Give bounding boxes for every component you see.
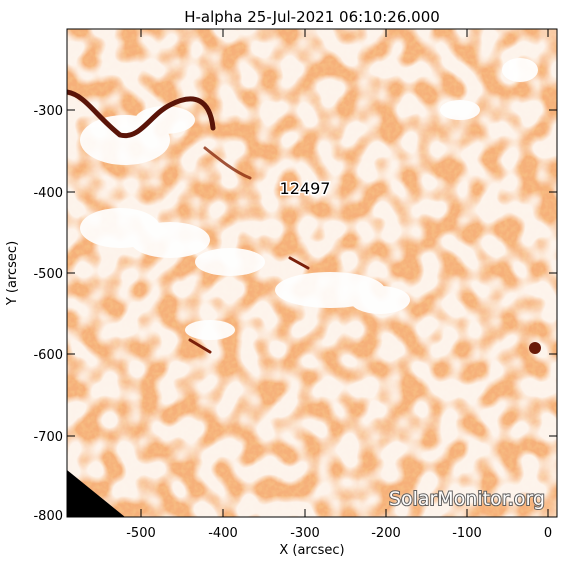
watermark: SolarMonitor.org: [389, 488, 545, 510]
y-tick-label: -500: [33, 267, 63, 282]
active-region-label: 12497: [280, 179, 331, 198]
x-tick-label: 0: [544, 526, 552, 541]
y-tick-labels: -300 -400 -500 -600 -700 -800: [33, 104, 63, 524]
solar-image: [67, 29, 557, 517]
x-axis-ticks: [140, 29, 549, 517]
y-axis-ticks: [67, 109, 557, 518]
y-tick-label: -300: [33, 104, 63, 119]
image-title: H-alpha 25-Jul-2021 06:10:26.000: [184, 8, 440, 26]
dark-spot: [529, 342, 541, 354]
plage-patches: [80, 58, 538, 340]
x-tick-label: -300: [290, 526, 320, 541]
y-tick-label: -800: [33, 509, 63, 524]
dark-fibril: [288, 256, 310, 270]
off-limb-region: [67, 470, 125, 517]
x-tick-label: -400: [208, 526, 238, 541]
x-tick-label: -200: [371, 526, 401, 541]
filament-tail: [203, 146, 252, 180]
filament-arc: [67, 89, 216, 139]
y-tick-label: -700: [33, 430, 63, 445]
x-tick-label: -100: [452, 526, 482, 541]
x-axis-label: X (arcsec): [279, 543, 344, 558]
y-tick-label: -600: [33, 348, 63, 363]
x-tick-label: -500: [126, 526, 156, 541]
x-tick-labels: -500 -400 -300 -200 -100 0: [126, 526, 552, 541]
y-tick-label: -400: [33, 186, 63, 201]
y-axis-label: Y (arcsec): [5, 241, 20, 306]
dark-fibril-2: [188, 338, 212, 354]
